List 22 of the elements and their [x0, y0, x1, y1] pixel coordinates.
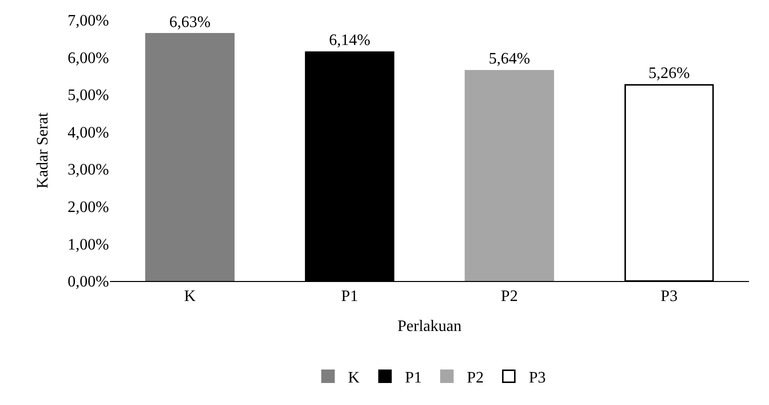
legend-label: P2: [466, 369, 484, 386]
legend-label: K: [348, 369, 360, 386]
x-tick-label: P2: [500, 288, 518, 306]
y-tick-label: 0,00%: [68, 274, 109, 291]
legend-label: P1: [405, 369, 422, 386]
y-tick-label: 4,00%: [68, 124, 109, 142]
legend-label: P3: [528, 369, 546, 386]
y-tick-label: 1,00%: [68, 236, 109, 254]
data-label: 5,64%: [488, 50, 530, 68]
x-tick-label: P3: [660, 288, 678, 306]
x-axis-title: Perlakuan: [398, 318, 462, 335]
y-tick-label: 6,00%: [68, 50, 109, 67]
y-tick-label: 3,00%: [68, 162, 109, 179]
x-tick-label: K: [184, 288, 196, 306]
data-label: 6,14%: [328, 32, 370, 50]
y-tick-label: 7,00%: [68, 12, 109, 30]
data-label: 6,63%: [169, 14, 211, 31]
y-tick-label: 5,00%: [68, 87, 109, 104]
y-tick-label: 2,00%: [68, 199, 109, 216]
data-label: 5,26%: [648, 64, 690, 82]
x-tick-label: P1: [341, 288, 358, 306]
y-axis-title: Kadar Serat: [34, 112, 52, 188]
